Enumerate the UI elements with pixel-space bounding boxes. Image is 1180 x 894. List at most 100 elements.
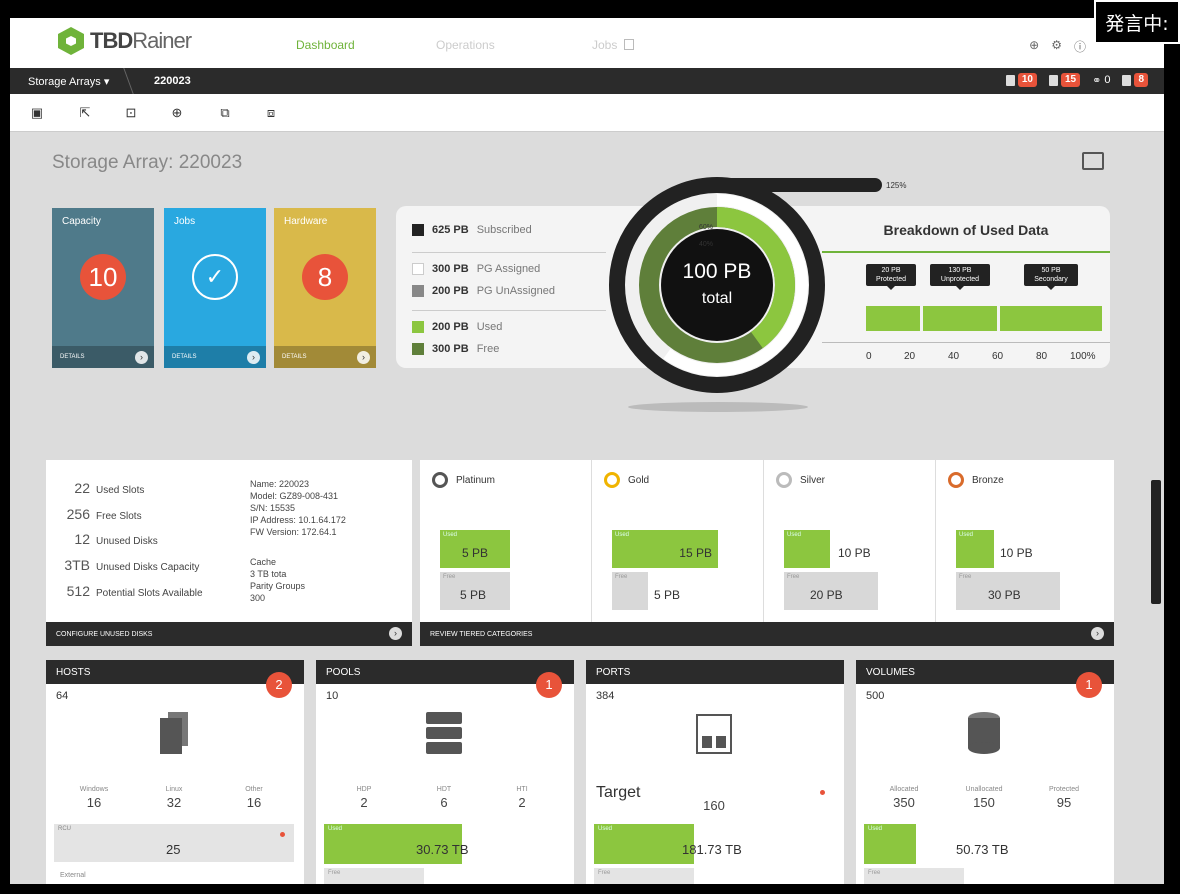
pools-alert-badge[interactable]: 1 bbox=[536, 672, 562, 698]
copy-icon[interactable]: ⧉ bbox=[220, 105, 230, 120]
pools-storage-icon bbox=[426, 712, 462, 754]
alert-jobs[interactable]: 15 bbox=[1048, 73, 1081, 87]
capacity-donut: 100 PB total 60% 40% bbox=[609, 177, 825, 393]
bronze-used-bar: Used bbox=[956, 530, 994, 568]
breadcrumb-separator bbox=[123, 68, 145, 94]
vertical-scrollbar[interactable] bbox=[1151, 480, 1161, 604]
tick-100: 100% bbox=[1070, 351, 1096, 362]
hosts-count: 64 bbox=[56, 690, 69, 702]
arrow-right-icon[interactable]: › bbox=[135, 351, 148, 364]
nav-jobs-label: Jobs bbox=[592, 38, 618, 52]
tier-gold[interactable]: Gold Used 15 PB Free 5 PB bbox=[592, 460, 764, 622]
print-icon[interactable]: ▣ bbox=[30, 105, 44, 120]
hardware-tile[interactable]: Hardware 8 DETAILS › bbox=[274, 208, 376, 368]
jobs-tile[interactable]: Jobs ✓ DETAILS › bbox=[164, 208, 266, 368]
meta-ip: IP Address: 10.1.64.172 bbox=[250, 515, 346, 525]
array-meta: Name: 220023 Model: GZ89-008-431 S/N: 15… bbox=[250, 478, 346, 538]
silver-free-bar: Free 20 PB bbox=[784, 572, 878, 610]
donut-center bbox=[661, 229, 773, 341]
page-title: Storage Array: 220023 bbox=[52, 152, 243, 173]
volumes-unallocated-label: Unallocated bbox=[965, 786, 1003, 793]
free-value: 300 PB bbox=[432, 343, 469, 355]
volumes-card[interactable]: VOLUMES 1 500 Allocated 350 Unallocated 15… bbox=[856, 660, 1114, 884]
arrow-right-icon[interactable]: › bbox=[357, 351, 370, 364]
volumes-alert-badge[interactable]: 1 bbox=[1076, 672, 1102, 698]
hosts-alert-badge[interactable]: 2 bbox=[266, 672, 292, 698]
volumes-protected-label: Protected bbox=[1049, 786, 1079, 793]
gold-used-value: 15 PB bbox=[679, 546, 712, 560]
slot-free: 256 Free Slots bbox=[54, 506, 142, 522]
app-logo[interactable]: TBD Rainer bbox=[58, 27, 192, 55]
gold-free-bar: Free 5 PB bbox=[612, 572, 680, 610]
slot-potential-label: Potential Slots Available bbox=[96, 588, 203, 599]
logo-hex-icon bbox=[58, 27, 84, 55]
external-link-icon[interactable]: ⇱ bbox=[79, 105, 91, 120]
ports-free-label: Free bbox=[598, 870, 611, 876]
slot-potential: 512 Potential Slots Available bbox=[54, 583, 203, 599]
slot-unused-disks: 12 Unused Disks bbox=[54, 531, 157, 547]
gold-used-bar: Used 15 PB bbox=[612, 530, 718, 568]
tick-40: 40 bbox=[948, 351, 960, 362]
breakdown-underline bbox=[822, 251, 1110, 253]
tier-bronze[interactable]: Bronze Used 10 PB Free 30 PB bbox=[936, 460, 1108, 622]
nav-jobs[interactable]: Jobs bbox=[592, 38, 634, 52]
donut-total-label: total bbox=[702, 290, 732, 307]
ports-card[interactable]: PORTS 384 Target 160 Used 181.73 TB Free bbox=[586, 660, 844, 884]
export-icon[interactable] bbox=[1082, 152, 1104, 170]
bronze-free-label: Free bbox=[959, 574, 972, 580]
hosts-other-value: 16 bbox=[246, 795, 262, 810]
breakdown-axis bbox=[822, 342, 1110, 343]
breadcrumb-storage-arrays[interactable]: Storage Arrays ▾ bbox=[28, 76, 110, 88]
pools-hdp-label: HDP bbox=[356, 786, 372, 793]
alert-jobs-count: 15 bbox=[1060, 73, 1081, 87]
pools-card[interactable]: POOLS 1 10 HDP 2 HDT 6 HTI 2 Used 30.73 TB … bbox=[316, 660, 574, 884]
overflow-bar bbox=[714, 178, 882, 192]
ring-label-40: 40% bbox=[699, 241, 713, 248]
settings-gear-icon[interactable]: ⚙ bbox=[1051, 38, 1062, 52]
tier-platinum[interactable]: Platinum Used 5 PB Free 5 PB bbox=[420, 460, 592, 622]
review-tiered-categories-bar[interactable]: REVIEW TIERED CATEGORIES › bbox=[420, 622, 1114, 646]
volumes-database-icon bbox=[968, 712, 1000, 754]
volumes-unallocated-stat: Unallocated 150 bbox=[954, 786, 1014, 810]
pools-count: 10 bbox=[326, 690, 339, 702]
hosts-card[interactable]: HOSTS 2 64 Windows 16 Linux 32 Other 16 RCU… bbox=[46, 660, 304, 884]
accessibility-icon[interactable]: ⊕ bbox=[1029, 38, 1040, 52]
jobs-details-link[interactable]: DETAILS bbox=[164, 346, 266, 368]
subscribed-swatch bbox=[412, 224, 424, 236]
arrow-right-icon[interactable]: › bbox=[247, 351, 260, 364]
nav-dashboard[interactable]: Dashboard bbox=[296, 38, 355, 52]
used-value: 200 PB bbox=[432, 321, 469, 333]
breakdown-panel: Breakdown of Used Data 20 PB Protected 1… bbox=[822, 206, 1110, 368]
volumes-protected-value: 95 bbox=[1056, 795, 1072, 810]
arrow-right-icon[interactable]: › bbox=[389, 627, 402, 640]
slot-used-label: Used Slots bbox=[96, 485, 145, 496]
configure-unused-disks-bar[interactable]: CONFIGURE UNUSED DISKS › bbox=[46, 622, 412, 646]
help-icon[interactable]: ⓘ bbox=[1073, 40, 1086, 54]
pools-hdt-value: 6 bbox=[440, 795, 448, 810]
pools-hdp-value: 2 bbox=[360, 795, 368, 810]
nav-operations[interactable]: Operations bbox=[436, 38, 495, 52]
focus-icon[interactable]: ⊡ bbox=[125, 105, 137, 120]
bronze-used-label: Used bbox=[959, 532, 974, 538]
tick-20: 20 bbox=[904, 351, 916, 362]
alert-hardware[interactable]: 8 bbox=[1122, 73, 1148, 87]
hardware-details-link[interactable]: DETAILS bbox=[274, 346, 376, 368]
tier-gold-header: Gold bbox=[604, 472, 649, 488]
ports-status-dot bbox=[820, 790, 825, 795]
clipboard-icon[interactable]: ⧈ bbox=[266, 105, 276, 120]
capacity-details-link[interactable]: DETAILS bbox=[52, 346, 154, 368]
meta-model: Model: GZ89-008-431 bbox=[250, 491, 339, 501]
alert-critical[interactable]: 10 bbox=[1005, 73, 1037, 87]
silver-free-value: 20 PB bbox=[810, 588, 843, 602]
arrow-right-icon[interactable]: › bbox=[1091, 627, 1104, 640]
pools-hdt-stat: HDT 6 bbox=[414, 786, 474, 810]
tag-secondary: 50 PB Secondary bbox=[1024, 264, 1078, 290]
hosts-status-dot bbox=[280, 832, 285, 837]
ports-target-label: Target bbox=[596, 784, 641, 801]
add-icon[interactable]: ⊕ bbox=[171, 105, 183, 120]
alert-network[interactable]: ⚭ 0 bbox=[1092, 74, 1110, 87]
pools-title: POOLS bbox=[316, 660, 574, 684]
capacity-tile[interactable]: Capacity 10 DETAILS › bbox=[52, 208, 154, 368]
capacity-tile-label: Capacity bbox=[62, 216, 101, 227]
tier-silver[interactable]: Silver Used 10 PB Free 20 PB bbox=[764, 460, 936, 622]
